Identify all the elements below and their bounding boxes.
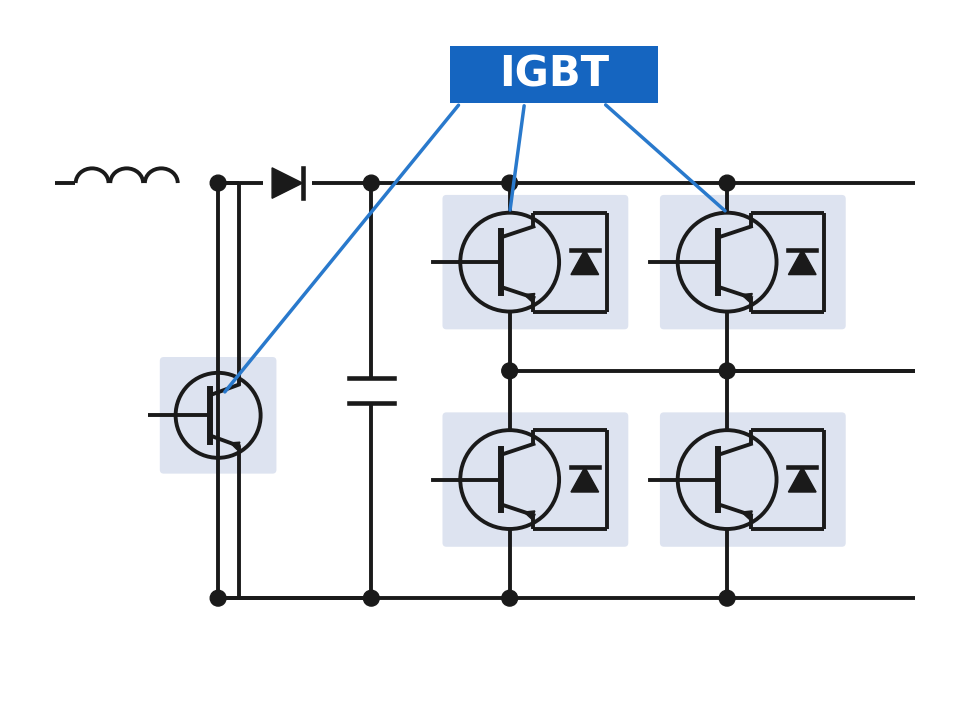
FancyBboxPatch shape	[160, 357, 277, 474]
FancyBboxPatch shape	[659, 412, 846, 547]
Circle shape	[502, 175, 517, 191]
Circle shape	[719, 590, 735, 606]
Polygon shape	[788, 250, 816, 274]
Polygon shape	[524, 294, 535, 302]
Polygon shape	[571, 467, 599, 492]
Circle shape	[502, 590, 517, 606]
FancyBboxPatch shape	[443, 195, 629, 329]
FancyBboxPatch shape	[659, 195, 846, 329]
Polygon shape	[742, 511, 752, 519]
Circle shape	[210, 175, 226, 191]
Text: IGBT: IGBT	[499, 53, 609, 95]
Polygon shape	[788, 467, 816, 492]
Circle shape	[719, 363, 735, 379]
Circle shape	[364, 175, 379, 191]
Polygon shape	[524, 511, 535, 519]
Polygon shape	[272, 168, 303, 198]
Polygon shape	[742, 294, 752, 302]
Circle shape	[502, 363, 517, 379]
Circle shape	[719, 175, 735, 191]
Circle shape	[210, 590, 226, 606]
Circle shape	[364, 590, 379, 606]
Polygon shape	[571, 250, 599, 274]
FancyBboxPatch shape	[451, 46, 658, 103]
FancyBboxPatch shape	[443, 412, 629, 547]
Polygon shape	[230, 442, 240, 450]
